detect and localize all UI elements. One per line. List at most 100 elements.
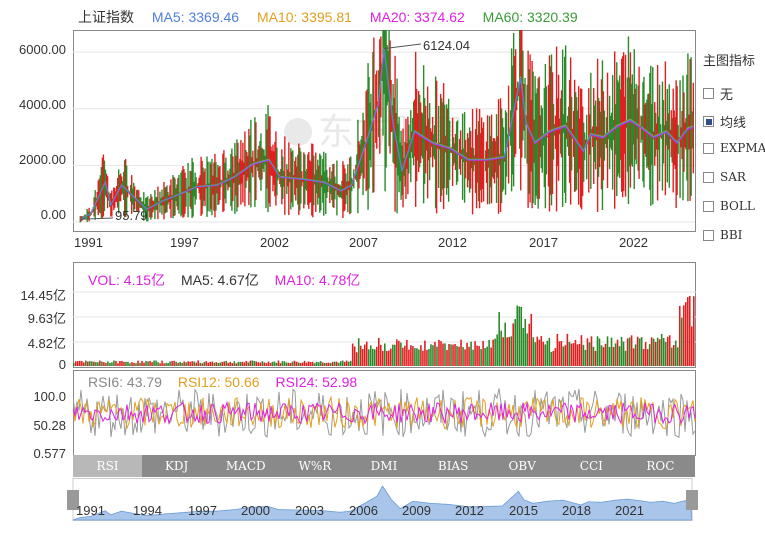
price-candle — [607, 132, 610, 140]
option-sar[interactable]: SAR — [703, 170, 746, 184]
volume-bar — [472, 349, 474, 366]
price-candle — [439, 93, 442, 203]
price-candle — [621, 56, 624, 198]
price-candle — [592, 126, 594, 147]
price-candle — [571, 128, 574, 139]
option-ma[interactable]: 均线 — [703, 112, 746, 131]
volume-bar — [648, 344, 651, 366]
price-candle — [654, 102, 656, 166]
volume-bar — [402, 347, 404, 366]
tab-cci[interactable]: CCI — [579, 459, 603, 473]
volume-bar — [357, 338, 360, 366]
tab-bias[interactable]: BIAS — [437, 459, 469, 473]
high-pointer — [383, 43, 422, 50]
volume-bar — [438, 339, 440, 366]
price-candle — [542, 133, 545, 146]
y-label-0: 0.00 — [40, 207, 66, 222]
vol-y-label-low: 4.82亿 — [27, 336, 66, 351]
volume-bar — [542, 341, 545, 366]
volume-bar — [646, 349, 649, 366]
volume-bar — [474, 341, 476, 366]
volume-bar — [496, 334, 498, 366]
price-candle — [638, 66, 640, 179]
checkbox-expma[interactable] — [703, 142, 714, 154]
low-pointer — [80, 217, 114, 220]
tab-kdj[interactable]: KDJ — [164, 459, 189, 473]
price-candle — [538, 76, 540, 200]
volume-bar — [333, 361, 336, 366]
option-none[interactable]: 无 — [703, 84, 733, 103]
volume-bar — [305, 362, 308, 366]
volume-chart[interactable] — [73, 262, 696, 368]
nav-year-2015: 2015 — [509, 503, 538, 518]
volume-bar — [452, 344, 454, 366]
volume-bar — [458, 346, 460, 366]
volume-bar — [115, 360, 117, 366]
navigator-left-handle[interactable] — [67, 490, 79, 510]
nav-year-2012: 2012 — [455, 503, 484, 518]
volume-bar — [93, 361, 95, 366]
volume-bar — [642, 348, 645, 366]
volume-bar — [526, 333, 529, 366]
volume-bar — [199, 362, 202, 366]
navigator-right-handle[interactable] — [686, 490, 698, 510]
price-candle — [474, 129, 477, 194]
volume-bar — [81, 361, 83, 366]
tab-rsi[interactable]: RSI — [73, 455, 143, 477]
volume-bar — [351, 343, 354, 366]
volume-bar — [584, 349, 587, 366]
volume-bar — [223, 361, 226, 366]
volume-bar — [241, 361, 244, 366]
volume-bar — [566, 333, 569, 366]
volume-bar — [692, 296, 695, 366]
price-candle — [370, 93, 372, 168]
tab-obv[interactable]: OBV — [508, 459, 536, 473]
rsi-y-label-max: 100.0 — [33, 389, 66, 404]
volume-bar — [644, 342, 647, 366]
price-candle — [434, 76, 437, 209]
volume-bar — [662, 337, 665, 366]
tab-wr[interactable]: W%R — [298, 459, 332, 473]
price-candle — [382, 30, 384, 136]
checkbox-none[interactable] — [703, 88, 714, 99]
tab-macd[interactable]: MACD — [225, 459, 266, 473]
volume-bar — [201, 363, 204, 366]
price-candle — [499, 98, 502, 212]
option-expma[interactable]: EXPMA — [703, 141, 765, 155]
price-candle — [671, 118, 673, 163]
volume-bar — [361, 349, 364, 366]
main-chart[interactable]: 东方财富 — [73, 30, 696, 232]
volume-bar — [261, 361, 264, 366]
volume-bar — [267, 361, 270, 366]
volume-bar — [207, 362, 210, 366]
volume-bar — [335, 361, 338, 366]
checkbox-bbi[interactable] — [703, 229, 714, 241]
price-candle — [673, 110, 675, 166]
price-candle — [477, 121, 480, 202]
checkbox-sar[interactable] — [703, 171, 714, 183]
price-candle — [642, 82, 644, 182]
nav-year-2003: 2003 — [295, 503, 324, 518]
checkbox-ma[interactable] — [703, 116, 714, 127]
rsi-chart[interactable] — [73, 370, 696, 456]
price-candle — [447, 98, 450, 202]
price-candle — [232, 156, 234, 202]
price-candle — [413, 99, 416, 157]
volume-bar — [189, 361, 191, 366]
price-candle — [192, 162, 194, 217]
volume-bar — [572, 343, 575, 366]
volume-bar — [75, 361, 77, 366]
range-navigator[interactable] — [67, 478, 698, 522]
volume-bar — [502, 337, 504, 366]
volume-bar — [482, 340, 484, 366]
option-boll[interactable]: BOLL — [703, 199, 755, 213]
tab-roc[interactable]: ROC — [646, 459, 675, 473]
price-candle — [432, 134, 435, 157]
volume-bar — [177, 362, 179, 366]
tab-dmi[interactable]: DMI — [370, 459, 398, 473]
volume-bar — [666, 336, 669, 366]
price-candle — [569, 57, 572, 205]
checkbox-boll[interactable] — [703, 200, 714, 212]
option-bbi[interactable]: BBI — [703, 228, 742, 242]
volume-bar — [155, 360, 157, 366]
